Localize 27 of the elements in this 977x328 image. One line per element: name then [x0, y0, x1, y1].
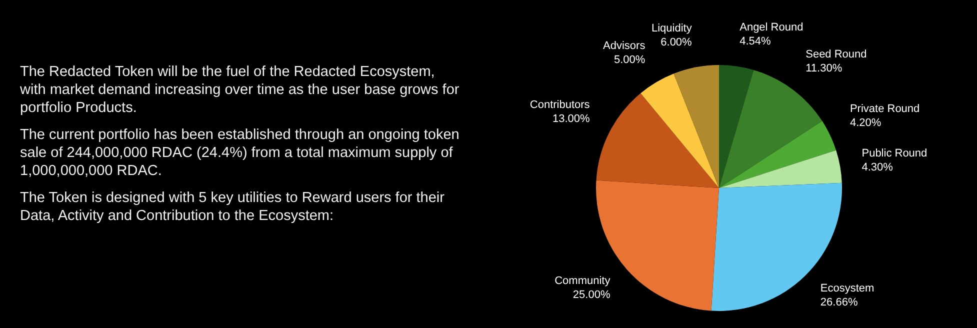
pie-slice [596, 93, 719, 188]
text: The current portfolio has been established through an ongoing token sale of 244,000,000 RDAC (24.4%) from a total maximum supply of 1,000,000,000 RDAC. [20, 127, 460, 179]
pie-slice [674, 65, 719, 188]
data-label: 26.66% [820, 296, 858, 309]
text: The Token is designed with 5 key utilities to Reward users for their Data, Activity and Contribution to the Ecosystem: [20, 190, 445, 224]
slice-label: Advisors [603, 40, 646, 52]
text: The Redacted Token will be the fuel of the Redacted Ecosystem, with market demand increasing over time as the user base grows for portfolio Products. [19, 64, 460, 116]
data-label: 6.00% [660, 36, 692, 49]
slice-label: Angel Round [740, 21, 804, 34]
slice-label: Seed Round [806, 48, 867, 61]
slice-label: Contributors [530, 99, 590, 112]
slice-label: Liquidity [651, 22, 692, 35]
pie-slice [719, 150, 842, 188]
data-label: 4.20% [850, 116, 882, 129]
slice-label: Private Round [850, 102, 920, 115]
pie-slice [719, 121, 836, 188]
pie-slice [640, 74, 719, 188]
data-label: 13.00% [552, 113, 590, 126]
data-label: 4.30% [862, 162, 894, 174]
slice-label: Community [554, 274, 611, 287]
data-label: 25.00% [572, 288, 610, 301]
data-label: 11.30% [806, 62, 842, 75]
pie-slice [719, 65, 754, 188]
slice-label: Ecosystem [820, 282, 874, 295]
data-label: 5.00% [614, 54, 646, 66]
slice-label: Public Round [862, 148, 928, 160]
data-label: 4.54% [740, 35, 772, 48]
